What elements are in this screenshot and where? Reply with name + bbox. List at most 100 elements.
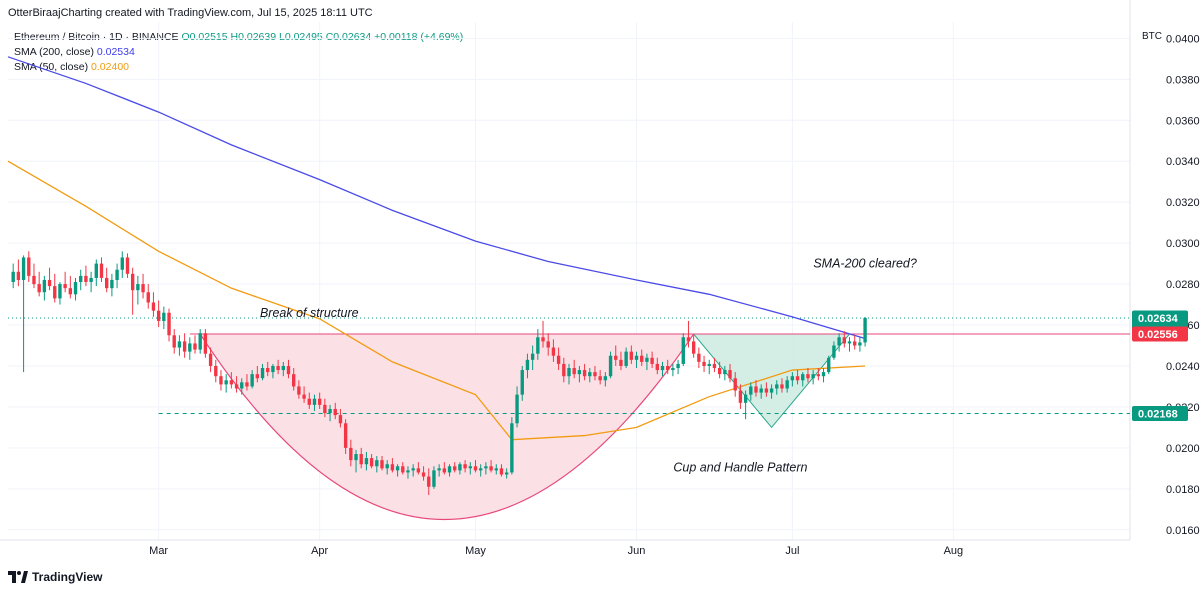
sma50-value: 0.02400: [91, 61, 130, 73]
sma50-label: SMA (50, close): [14, 61, 89, 73]
symbol-name[interactable]: Ethereum / Bitcoin · 1D · BINANCE: [14, 31, 179, 43]
candle-body: [432, 470, 436, 487]
candle-body: [515, 394, 519, 424]
candle-body: [354, 454, 358, 461]
attribution-header: OtterBiraajCharting created with Trading…: [8, 7, 373, 19]
candle-body: [858, 342, 862, 346]
candle-body: [811, 374, 815, 379]
candle-body: [806, 374, 810, 379]
candle-body: [593, 372, 597, 377]
candle-body: [328, 408, 332, 414]
candle-body: [738, 390, 743, 403]
candle-body: [338, 415, 343, 424]
candle-body: [634, 355, 639, 360]
candle-body: [676, 363, 680, 369]
candle-body: [567, 368, 571, 377]
candle-body: [489, 466, 493, 471]
candle-body: [208, 353, 213, 366]
candle-body: [530, 353, 535, 360]
candle-body: [255, 374, 260, 379]
candle-body: [120, 257, 124, 270]
candle-body: [562, 363, 566, 377]
candle-body: [790, 376, 795, 381]
candle-body: [504, 472, 509, 475]
candle-body: [837, 337, 841, 346]
candle-body: [827, 357, 831, 373]
candle-body: [302, 394, 306, 399]
candle-body: [198, 333, 202, 350]
candle-body: [416, 468, 421, 473]
candle-body: [681, 337, 685, 364]
candle-body: [271, 365, 275, 373]
candle-body: [743, 394, 748, 403]
candle-body: [250, 374, 254, 387]
sma200-label: SMA (200, close): [14, 46, 94, 58]
sma50-legend[interactable]: SMA (50, close) 0.02400: [14, 61, 129, 73]
candle-body: [863, 318, 867, 343]
candle-body: [510, 423, 514, 473]
candle-body: [614, 355, 618, 360]
candle-body: [536, 337, 540, 354]
candle-body: [619, 359, 623, 366]
currency-label[interactable]: BTC: [1142, 31, 1162, 42]
candle-body: [79, 275, 83, 283]
candle-body: [27, 257, 31, 276]
candle-body: [759, 388, 763, 393]
annotation-label: SMA-200 cleared?: [813, 257, 917, 271]
candle-body: [73, 282, 78, 295]
candle-body: [754, 386, 758, 393]
candle-body: [645, 357, 649, 362]
candle-body: [146, 292, 150, 303]
candle-body: [691, 341, 696, 354]
candle-body: [546, 341, 550, 348]
candle-body: [603, 376, 608, 381]
candle-body: [769, 388, 774, 393]
candle-body: [453, 466, 457, 471]
candle-body: [359, 454, 363, 465]
candle-body: [780, 384, 784, 389]
candle-body: [182, 341, 187, 352]
candle-body: [494, 468, 498, 471]
candle-body: [853, 341, 857, 346]
candle-body: [385, 464, 389, 469]
candle-body: [188, 343, 192, 352]
candle-body: [343, 423, 348, 448]
candle-body: [214, 365, 218, 377]
candle-body: [141, 284, 145, 293]
candle-body: [847, 341, 852, 344]
candle-body: [655, 363, 659, 371]
candle-body: [53, 286, 57, 299]
candle-body: [89, 277, 93, 283]
cup-curve: [199, 333, 695, 521]
candle-body: [395, 466, 400, 471]
candle-body: [380, 460, 384, 469]
candle-body: [795, 376, 800, 381]
candle-body: [63, 284, 67, 289]
candle-body: [572, 368, 576, 375]
candle-body: [375, 460, 379, 467]
candle-body: [286, 365, 291, 375]
candle-body: [660, 365, 665, 371]
candle-body: [816, 374, 821, 377]
candle-body: [437, 468, 441, 471]
candle-body: [156, 310, 161, 321]
candle-body: [266, 368, 270, 373]
candle-body: [723, 370, 727, 375]
sma200-legend[interactable]: SMA (200, close) 0.02534: [14, 46, 135, 58]
y-tick-label: 0.04000: [1166, 33, 1200, 45]
candle-body: [686, 337, 691, 342]
candle-body: [728, 370, 732, 379]
candle-body: [463, 464, 467, 469]
tradingview-footer[interactable]: TradingView: [8, 570, 102, 584]
candle-body: [312, 398, 317, 405]
candle-body: [499, 468, 504, 475]
candle-body: [697, 353, 701, 362]
candle-body: [624, 351, 628, 366]
sma200-value: 0.02534: [96, 46, 135, 58]
